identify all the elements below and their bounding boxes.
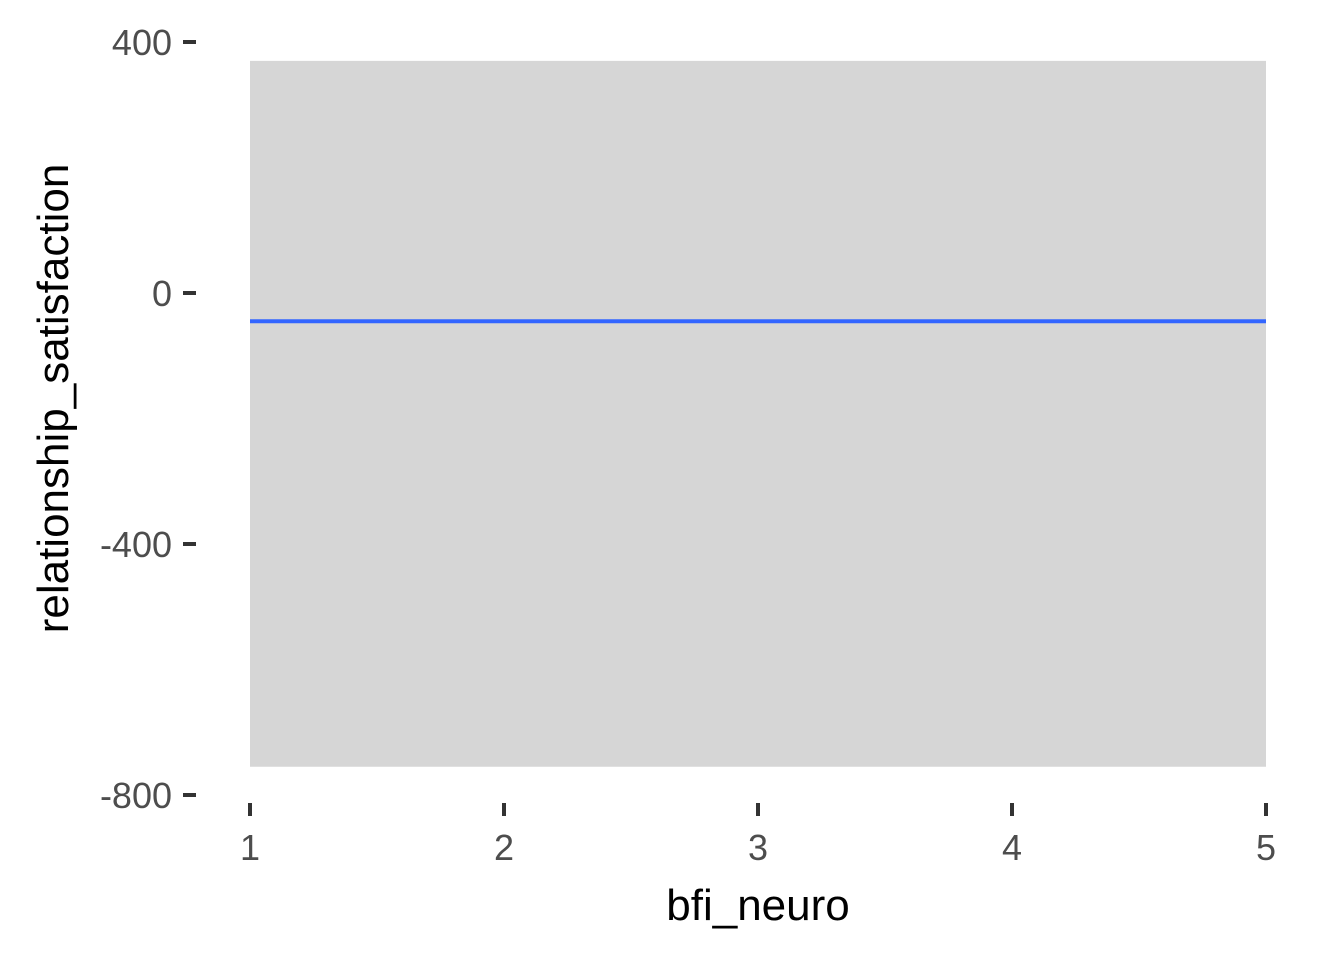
- y-tick-label: -800: [100, 775, 172, 816]
- x-tick-label: 2: [494, 827, 514, 868]
- x-tick-label: 3: [748, 827, 768, 868]
- x-tick-label: 5: [1256, 827, 1276, 868]
- y-axis-title: relationship_satisfaction: [29, 164, 78, 634]
- y-tick-label: 0: [152, 273, 172, 314]
- y-tick-label: -400: [100, 524, 172, 565]
- x-axis: 1 2 3 4 5: [240, 803, 1276, 868]
- confidence-ribbon-layer: [250, 60, 1266, 767]
- confidence-band: [250, 60, 1266, 767]
- x-tick-label: 1: [240, 827, 260, 868]
- x-axis-title: bfi_neuro: [666, 881, 849, 930]
- x-tick-label: 4: [1002, 827, 1022, 868]
- y-axis: 400 0 -400 -800: [100, 22, 196, 816]
- y-tick-label: 400: [112, 22, 172, 63]
